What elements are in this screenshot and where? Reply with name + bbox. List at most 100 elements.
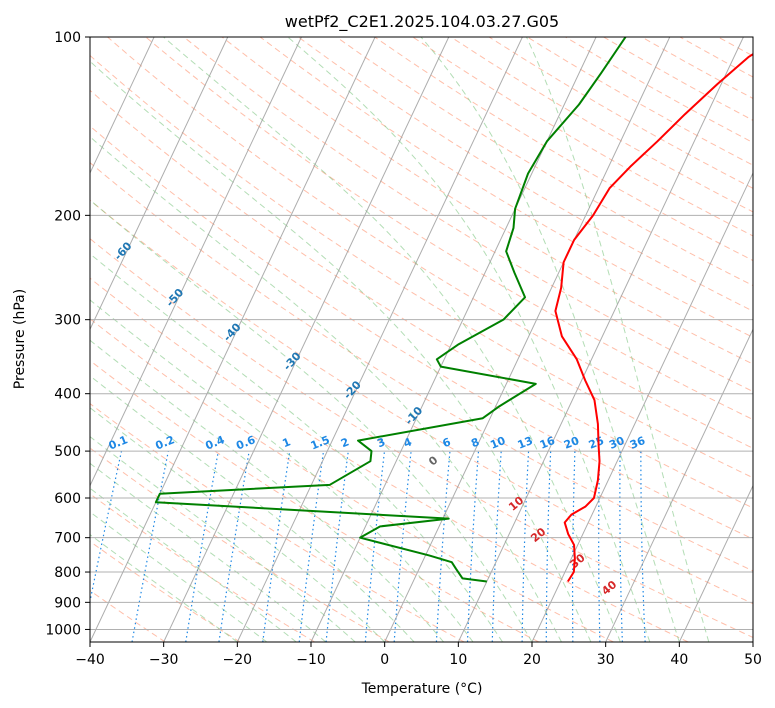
moist-adiabat-line	[90, 199, 533, 642]
moist-adiabat-label: 20	[528, 525, 548, 545]
plot-frame	[89, 36, 754, 643]
y-axis-label: Pressure (hPa)	[12, 289, 28, 389]
mixing-ratio-label: 10	[488, 434, 507, 452]
moist-adiabat-label: 10	[506, 494, 526, 514]
line-labels: 0.10.20.40.611.52346810131620253036-100-…	[16, 129, 648, 598]
temperature-profile-line	[554, 52, 753, 583]
mixing-ratio-label: 16	[538, 434, 557, 452]
isotherm-line	[457, 37, 744, 642]
moist-adiabat-line	[163, 37, 621, 642]
dry-adiabat-line	[679, 37, 753, 78]
dry-adiabat-line	[90, 89, 753, 509]
mixing-ratio-line	[298, 451, 325, 642]
x-tick-label: 40	[670, 652, 688, 668]
moist-adiabat-line	[90, 534, 238, 642]
mixing-ratio-line	[325, 451, 349, 642]
dry-adiabat-line	[297, 37, 753, 312]
background-lines	[0, 37, 775, 642]
x-tick-label: −30	[149, 652, 179, 668]
x-tick-label: −40	[75, 652, 105, 668]
moist-adiabat-line	[90, 299, 474, 642]
profile-lines	[154, 37, 753, 583]
isotherm-line	[678, 484, 753, 642]
mixing-ratio-line	[619, 451, 623, 642]
dry-adiabat-line	[756, 37, 775, 642]
x-tick-label: −10	[296, 652, 326, 668]
dry-adiabat-line	[90, 199, 753, 605]
y-tick-label: 300	[54, 313, 81, 329]
dry-adiabat-line	[90, 359, 540, 642]
dry-adiabat-label: -70	[65, 182, 88, 206]
mixing-ratio-line	[262, 451, 291, 642]
moist-adiabat-line	[90, 60, 592, 642]
dry-adiabat-line	[90, 125, 753, 540]
mixing-ratio-line	[491, 451, 502, 642]
moist-adiabat-line	[420, 37, 680, 642]
dry-adiabat-line	[450, 37, 753, 213]
chart-title: wetPf2_C2E1.2025.104.03.27.G05	[285, 12, 559, 32]
dry-adiabat-line	[90, 589, 166, 642]
y-tick-label: 1000	[45, 622, 81, 638]
mixing-ratio-label: 1	[281, 435, 293, 450]
mixing-ratio-line	[90, 450, 123, 605]
mixing-ratio-label: 4	[402, 435, 414, 450]
isotherm-line	[384, 37, 671, 642]
isotherm-line	[90, 37, 155, 175]
mixing-ratio-label: 0.2	[154, 433, 177, 452]
mixing-ratio-line	[466, 451, 480, 642]
y-tick-label: 900	[54, 595, 81, 611]
isotherm-line	[752, 640, 753, 642]
mixing-ratio-label: 36	[628, 434, 647, 452]
y-axis: 100 200 300 400 500 600 700 800 900 1000	[45, 30, 90, 638]
y-tick-label: 200	[54, 208, 81, 224]
moist-adiabat-line	[90, 436, 356, 642]
dry-adiabat-line	[145, 37, 753, 421]
mixing-ratio-label: 0.4	[204, 433, 227, 452]
mixing-ratio-line	[545, 451, 552, 642]
moist-adiabat-line	[526, 37, 710, 642]
moist-adiabat-line	[90, 375, 415, 642]
dry-adiabat-label: -50	[163, 286, 186, 310]
y-tick-label: 700	[54, 531, 81, 547]
dewpoint-profile-line	[154, 37, 627, 583]
mixing-ratio-label: 2	[339, 435, 351, 450]
dry-adiabat-label: -80	[16, 129, 39, 153]
mixing-ratio-label: 8	[469, 435, 481, 450]
isotherm-line	[90, 37, 229, 331]
y-tick-label: 400	[54, 387, 81, 403]
mixing-ratio-line	[364, 451, 386, 642]
x-tick-label: 30	[597, 652, 615, 668]
dry-adiabat-line	[641, 37, 753, 100]
mixing-ratio-line	[640, 451, 646, 642]
x-tick-label: −20	[223, 652, 253, 668]
mixing-ratio-label: 6	[441, 435, 453, 450]
dry-adiabat-line	[259, 37, 753, 338]
moist-adiabat-label: 0	[426, 453, 440, 468]
isotherm-line	[163, 37, 450, 642]
mixing-ratio-label: 3	[375, 435, 387, 450]
dry-adiabat-line	[90, 402, 465, 642]
mixing-ratio-label: 20	[562, 434, 581, 452]
y-tick-label: 800	[54, 565, 81, 581]
isotherm-line	[605, 328, 753, 642]
moist-adiabat-line	[90, 462, 327, 642]
moist-adiabat-line	[90, 253, 503, 642]
isotherm-line	[236, 37, 523, 642]
mixing-ratio-line	[435, 451, 451, 642]
x-tick-label: 10	[449, 652, 467, 668]
mixing-ratio-label: 13	[516, 434, 535, 452]
mixing-ratio-line	[185, 450, 219, 642]
isotherm-line	[0, 37, 7, 642]
dry-adiabat-line	[603, 37, 753, 121]
dry-adiabat-line	[336, 37, 753, 287]
dry-adiabat-line	[90, 277, 689, 642]
dry-adiabat-line	[183, 37, 753, 393]
moist-adiabat-line	[90, 487, 297, 642]
dry-adiabat-line	[90, 540, 241, 642]
dry-adiabat-line	[90, 493, 315, 642]
x-tick-label: 20	[523, 652, 541, 668]
mixing-ratio-line	[131, 450, 169, 642]
x-axis-label: Temperature (°C)	[361, 681, 483, 697]
mixing-ratio-line	[218, 451, 250, 642]
isotherm-line	[310, 37, 597, 642]
